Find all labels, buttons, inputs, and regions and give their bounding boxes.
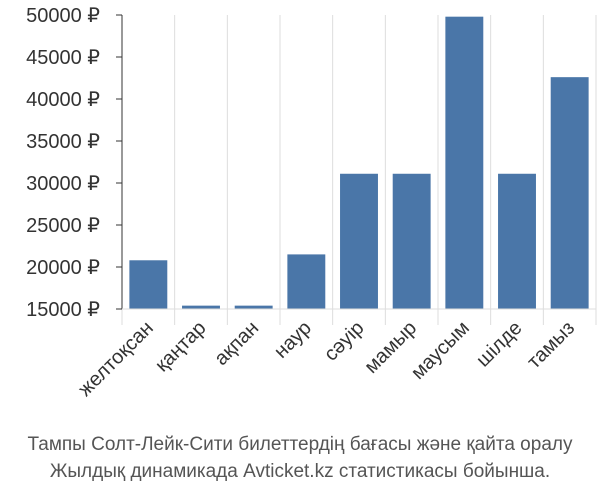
bar-8 xyxy=(498,173,536,309)
x-tick-label: наур xyxy=(270,317,316,363)
bar-3 xyxy=(234,305,273,309)
chart-caption-line-2: Жылдық динамикада Avticket.kz статистика… xyxy=(49,461,551,482)
bar-2 xyxy=(182,305,220,309)
y-tick-labels: 15000 ₽ 20000 ₽ 25000 ₽ 30000 ₽ 35000 ₽ 40000… xyxy=(26,5,100,321)
y-tick-label: 25000 ₽ xyxy=(26,215,100,237)
y-tick-label: 50000 ₽ xyxy=(26,5,100,27)
y-tick-label: 15000 ₽ xyxy=(26,299,100,321)
x-tick-label: сәуір xyxy=(320,317,369,366)
bar-7 xyxy=(445,16,484,310)
grid-lines xyxy=(121,15,597,325)
bar-4 xyxy=(287,254,326,309)
x-tick-label: шілде xyxy=(472,317,526,371)
y-tick-label: 45000 ₽ xyxy=(26,47,100,69)
x-tick-label: ақпан xyxy=(210,317,263,370)
x-tick-label: қаңтар xyxy=(151,317,210,376)
bars xyxy=(129,16,589,310)
bar-9 xyxy=(550,77,589,309)
bar-6 xyxy=(392,173,431,309)
bar-5 xyxy=(340,173,378,309)
x-tick-label: тамыз xyxy=(523,317,579,373)
y-tick-label: 20000 ₽ xyxy=(26,257,100,279)
chart-caption-line-1: Тампы Солт-Лейк-Сити билеттердің бағасы … xyxy=(27,434,573,455)
bar-1 xyxy=(129,260,168,309)
axes xyxy=(116,14,596,310)
y-tick-label: 30000 ₽ xyxy=(26,173,100,195)
y-tick-label: 40000 ₽ xyxy=(26,89,100,111)
x-tick-label: маусым xyxy=(407,317,474,384)
x-tick-label: желтоқсан xyxy=(74,317,158,401)
bar-chart: 15000 ₽ 20000 ₽ 25000 ₽ 30000 ₽ 35000 ₽ 40000… xyxy=(26,5,597,401)
y-tick-label: 35000 ₽ xyxy=(26,131,100,153)
